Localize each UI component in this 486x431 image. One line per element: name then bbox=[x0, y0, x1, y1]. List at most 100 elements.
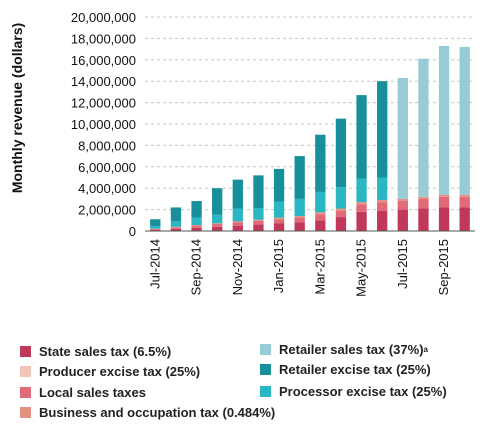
bar-segment bbox=[232, 225, 243, 231]
legend-swatch bbox=[20, 366, 31, 377]
y-tick-label: 16,000,000 bbox=[71, 53, 136, 68]
legend-label: Local sales taxes bbox=[39, 385, 146, 400]
y-axis-label: Monthly revenue (dollars) bbox=[9, 23, 25, 193]
bar-segment bbox=[356, 204, 367, 212]
bar-segment bbox=[212, 188, 223, 215]
bar-segment bbox=[191, 201, 202, 218]
bar-segment bbox=[459, 196, 470, 208]
legend-label: State sales tax (6.5%) bbox=[39, 344, 172, 359]
bar-segment bbox=[170, 226, 182, 228]
bar-segment bbox=[377, 177, 388, 200]
bar-segment bbox=[273, 217, 285, 220]
bar-segment bbox=[170, 221, 182, 227]
bar-segment bbox=[253, 219, 264, 221]
bar-segment bbox=[232, 221, 243, 223]
x-tick-label: Jul-2015 bbox=[395, 239, 410, 289]
legend-item-business-occupation-tax: Business and occupation tax (0.484%) bbox=[20, 405, 275, 420]
bar-segment bbox=[170, 207, 182, 222]
legend-label: Retailer excise tax (25%) bbox=[279, 362, 431, 377]
bar-segment bbox=[150, 229, 161, 231]
legend-swatch bbox=[260, 364, 271, 375]
legend-label: Retailer sales tax (37%) bbox=[279, 342, 424, 357]
bar-segment bbox=[212, 214, 223, 224]
bar-segment bbox=[191, 225, 202, 226]
bar-segment bbox=[418, 58, 429, 197]
legend-swatch bbox=[20, 407, 31, 418]
bar-segment bbox=[315, 214, 326, 221]
y-tick-label: 20,000,000 bbox=[71, 10, 136, 25]
x-tick-label: Mar-2015 bbox=[312, 239, 327, 295]
legend-item-state-sales-tax: State sales tax (6.5%) bbox=[20, 344, 171, 359]
bar-segment bbox=[459, 46, 470, 195]
bar-segment bbox=[397, 198, 408, 202]
bar-segment bbox=[253, 207, 264, 220]
legend-item-retailer-sales-tax: Retailer sales tax (37%) a bbox=[260, 342, 428, 357]
legend-label: Business and occupation tax (0.484%) bbox=[39, 405, 276, 420]
y-tick-label: 18,000,000 bbox=[71, 31, 136, 46]
y-tick-label: 14,000,000 bbox=[71, 74, 136, 89]
bar-segment bbox=[335, 187, 347, 209]
bar-segment bbox=[294, 198, 305, 217]
legend-item-processor-excise-tax: Processor excise tax (25%) bbox=[260, 384, 447, 399]
bar-segment bbox=[191, 217, 202, 226]
revenue-chart: 20,000,000 18,000,000 16,000,000 14,000,000… bbox=[9, 10, 475, 297]
bar-segment bbox=[397, 201, 408, 210]
bar-segment bbox=[294, 217, 305, 223]
y-tick-label: 10,000,000 bbox=[71, 117, 136, 132]
bar-segment bbox=[418, 208, 429, 231]
bar-segment bbox=[315, 134, 326, 192]
y-tick-label: 6,000,000 bbox=[78, 160, 136, 175]
bar-segment bbox=[232, 179, 243, 209]
legend-item-retailer-excise-tax: Retailer excise tax (25%) bbox=[260, 362, 431, 377]
bar-segment bbox=[459, 207, 470, 231]
bar-segment bbox=[438, 45, 450, 195]
bar-segment bbox=[377, 210, 388, 231]
bar-segment bbox=[315, 220, 326, 231]
x-tick-label: Jul-2014 bbox=[147, 239, 162, 289]
y-tick-label: 0 bbox=[129, 224, 136, 239]
bar-segment bbox=[315, 191, 326, 213]
x-axis-ticks: Jul-2014 Sep-2014 Nov-2014 Jan-2015 Mar-2015… bbox=[147, 239, 451, 297]
y-axis-ticks: 20,000,000 18,000,000 16,000,000 14,000,000… bbox=[71, 10, 136, 239]
bar-segment bbox=[335, 118, 347, 188]
legend-swatch bbox=[20, 387, 31, 398]
bar-segment bbox=[273, 168, 285, 202]
bar-segment bbox=[273, 219, 285, 224]
bar-segment bbox=[253, 175, 264, 208]
bar-segment bbox=[397, 77, 408, 199]
bar-segment bbox=[356, 95, 367, 179]
bar-segment bbox=[232, 222, 243, 226]
y-tick-label: 4,000,000 bbox=[78, 181, 136, 196]
bar-segment bbox=[438, 194, 450, 197]
bar-segment bbox=[191, 225, 202, 228]
bar-segment bbox=[212, 224, 223, 227]
bar-segment bbox=[335, 208, 347, 211]
bar-segment bbox=[335, 217, 347, 231]
bar-segment bbox=[418, 196, 429, 199]
bar-segment bbox=[438, 196, 450, 208]
legend-item-producer-excise-tax: Producer excise tax (25%) bbox=[20, 364, 200, 379]
bar-segment bbox=[212, 226, 223, 231]
legend: State sales tax (6.5%) Retailer sales ta… bbox=[0, 336, 486, 431]
bar-segment bbox=[273, 201, 285, 218]
x-tick-label: Sep-2014 bbox=[189, 239, 204, 295]
legend-swatch bbox=[20, 346, 31, 357]
bar-segment bbox=[150, 226, 161, 229]
bar-segment bbox=[294, 216, 305, 218]
bar-segment bbox=[397, 209, 408, 231]
legend-swatch bbox=[260, 386, 271, 397]
bar-segment bbox=[356, 202, 367, 205]
footnote-marker: a bbox=[423, 345, 428, 354]
legend-label: Producer excise tax (25%) bbox=[39, 364, 201, 379]
bar-segment bbox=[150, 229, 161, 230]
x-tick-label: Jan-2015 bbox=[271, 239, 286, 293]
legend-item-local-sales-taxes: Local sales taxes bbox=[20, 385, 146, 400]
bar-segment bbox=[273, 223, 285, 231]
bar-segment bbox=[356, 211, 367, 231]
bar-segment bbox=[459, 194, 470, 197]
bar-segment bbox=[356, 178, 367, 203]
y-tick-label: 8,000,000 bbox=[78, 138, 136, 153]
bar-segment bbox=[150, 219, 161, 227]
bar-segment bbox=[170, 227, 182, 229]
y-tick-label: 2,000,000 bbox=[78, 203, 136, 218]
